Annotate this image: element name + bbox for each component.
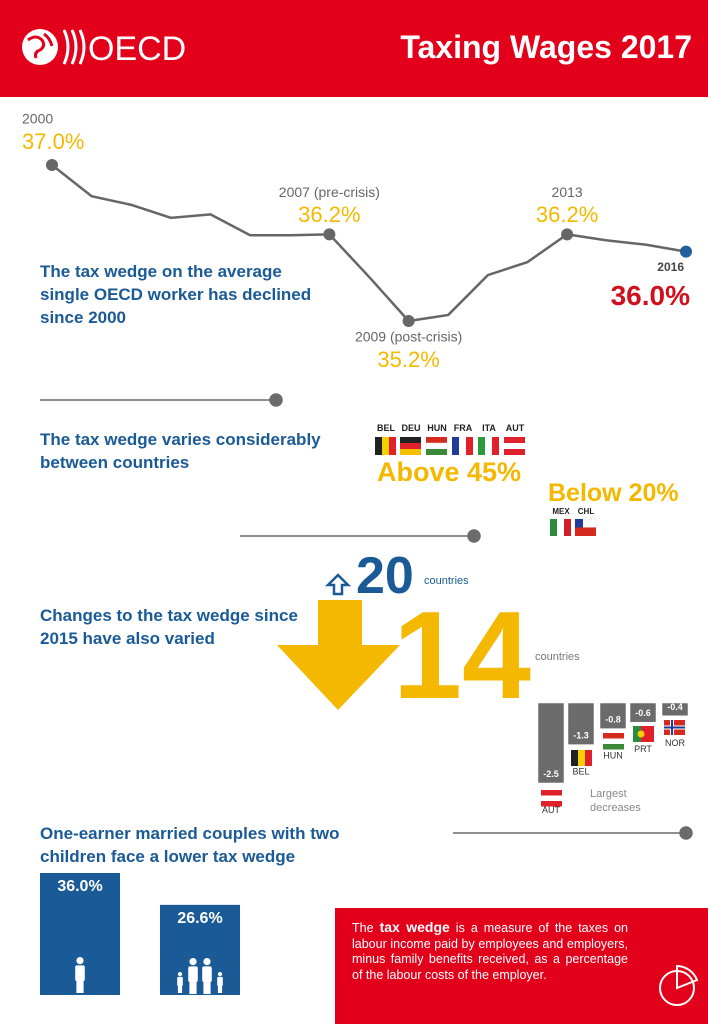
trend-point (46, 159, 58, 171)
up-arrow-icon (324, 573, 352, 596)
year-label: 2013 (552, 184, 583, 200)
country-code: ITA (482, 423, 496, 433)
decrease-flags (541, 720, 685, 807)
oecd-logo-icon (22, 29, 86, 65)
couple-bar (160, 904, 240, 995)
trend-text: The tax wedge on the average single OECD… (40, 262, 312, 327)
person-icon (202, 966, 212, 982)
logo-text: OECD (88, 30, 186, 68)
person-icon (217, 984, 223, 993)
decrease-bar (629, 702, 657, 723)
bar-value-label: -1.3 (573, 731, 589, 741)
bar-country: PRT (634, 744, 652, 754)
bar-value-label: -2.5 (543, 769, 559, 779)
bar-country: BEL (572, 767, 589, 777)
country-code: CHL (578, 507, 595, 516)
value-label: 36.2% (536, 202, 598, 227)
value-label: 37.0% (22, 129, 84, 154)
person-icon (217, 976, 223, 986)
country-code: HUN (427, 423, 447, 433)
person-icon (177, 976, 183, 986)
note-lead: The (352, 921, 374, 935)
note-rest: is a measure of the taxes on labour inco… (352, 921, 628, 982)
bar-caption-box: Largest decreases (590, 788, 641, 814)
country-code: DEU (401, 423, 420, 433)
bar-value-label: -0.8 (605, 715, 621, 725)
year-label: 2009 (post-crisis) (355, 329, 462, 345)
couple-value-label: 26.6% (177, 910, 222, 927)
flags-above (375, 437, 525, 455)
person-icon (203, 979, 211, 994)
below-label: Below 20% (548, 479, 679, 507)
person-icon (203, 958, 211, 966)
decrease-bar (567, 702, 595, 745)
couple-value-label: 36.0% (57, 878, 102, 895)
person-icon (188, 966, 198, 982)
decrease-bar (661, 702, 689, 717)
person-icon (75, 965, 85, 981)
pie-icon (659, 964, 699, 1006)
person-icon (217, 972, 223, 977)
note-term: tax wedge (379, 919, 450, 935)
note: The tax wedge is a measure of the taxes … (352, 919, 628, 983)
country-code: AUT (506, 423, 525, 433)
decrease-count: 14 (393, 587, 531, 725)
bar-country: AUT (542, 805, 561, 815)
down-arrow-icon (277, 600, 400, 710)
bar-value-label: -0.6 (635, 708, 651, 718)
person-icon (189, 979, 197, 994)
page-title: Taxing Wages 2017 (400, 29, 692, 65)
person-icon (76, 978, 84, 993)
above-label: Above 45% (377, 457, 521, 487)
flags-below (550, 518, 597, 536)
person-icon (76, 957, 84, 965)
changes-text: Changes to the tax wedge since 2015 have… (40, 606, 298, 648)
value-label: 35.2% (377, 347, 439, 372)
note-box (335, 908, 708, 1024)
year-label: 2007 (pre-crisis) (279, 184, 380, 200)
bar-caption: Largest decreases (590, 788, 641, 814)
value-label: 36.2% (298, 202, 360, 227)
increase-count: 20 (356, 547, 414, 605)
country-code: BEL (377, 423, 396, 433)
person-icon (177, 984, 183, 993)
country-code: MEX (552, 507, 570, 516)
value-label: 36.0% (611, 280, 690, 311)
trend-point (402, 315, 415, 327)
person-icon (189, 958, 197, 966)
countries-text: The tax wedge varies considerably betwee… (40, 430, 321, 472)
couples-text: One-earner married couples with two chil… (40, 824, 340, 866)
year-label: 2016 (657, 260, 684, 274)
trend-point (323, 228, 336, 241)
decrease-bar (537, 702, 565, 784)
decrease-unit: countries (535, 651, 580, 663)
bar-country: HUN (603, 751, 623, 761)
bar-value-label: -0.4 (667, 702, 683, 712)
country-code: FRA (454, 423, 473, 433)
increase-unit: countries (424, 575, 469, 587)
trend-point (561, 228, 574, 241)
year-label: 2000 (22, 111, 53, 127)
decrease-bar (599, 702, 627, 729)
separators (40, 393, 693, 840)
bar-country: NOR (665, 738, 686, 748)
person-icon (177, 972, 183, 977)
trend-point (680, 245, 692, 258)
header-bar (0, 0, 708, 97)
